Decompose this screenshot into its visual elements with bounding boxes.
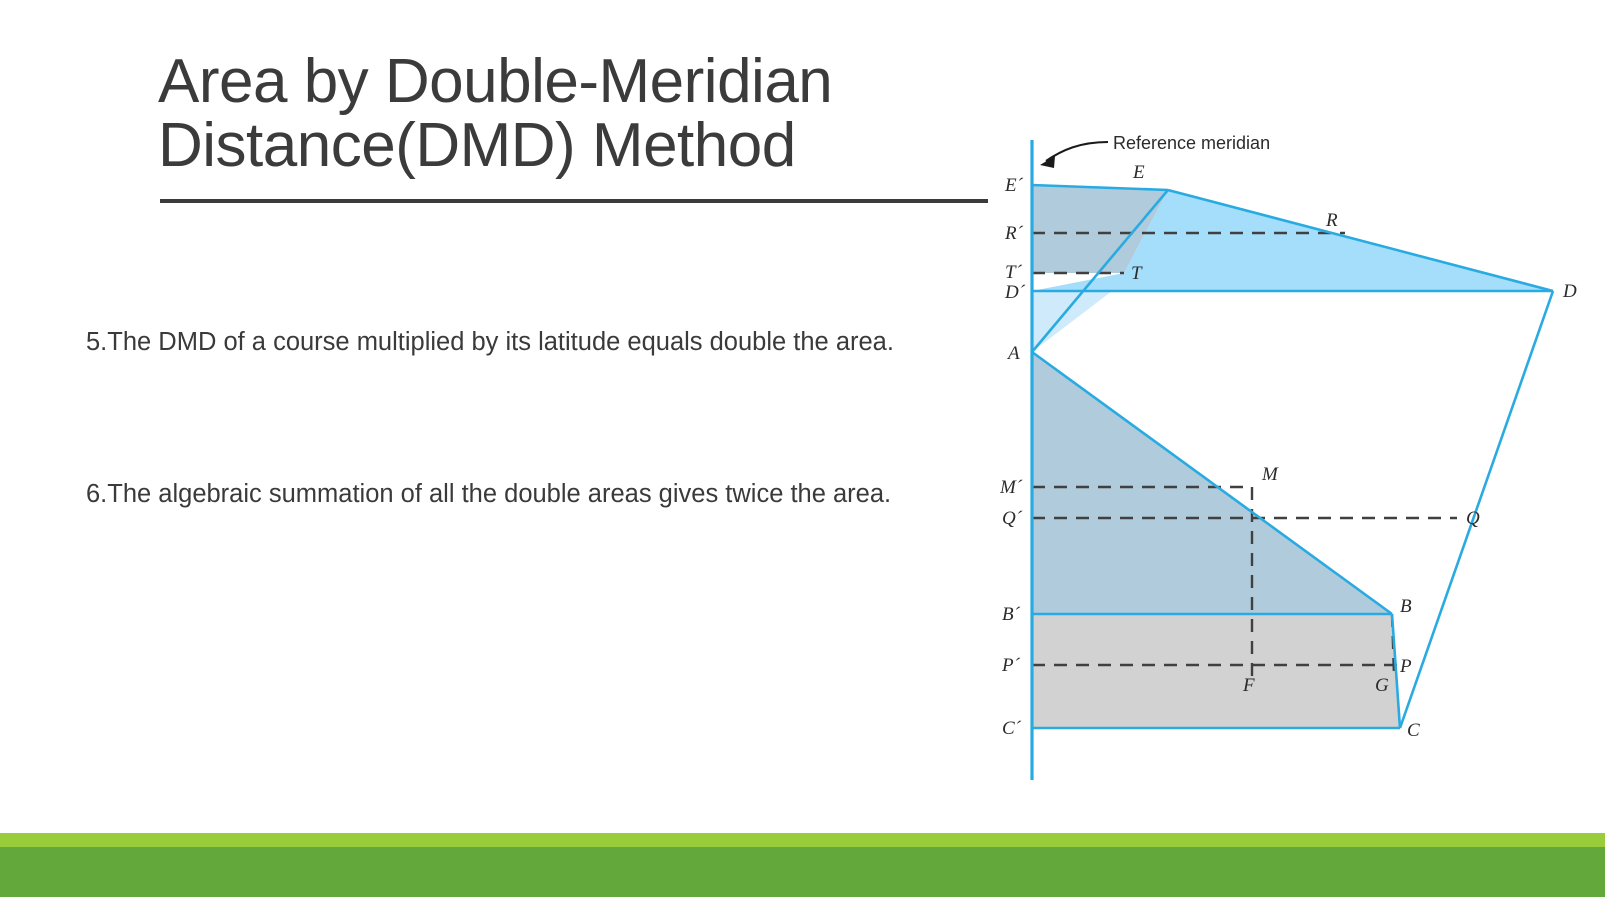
label-r: R — [1325, 210, 1338, 231]
footer-bar-light — [0, 833, 1605, 847]
label-t-prime: T´ — [1005, 262, 1023, 283]
label-d: D — [1562, 281, 1577, 302]
leader-arrowhead-icon — [1040, 156, 1055, 168]
dmd-diagram: Reference meridian E´ R´ T´ D´ M´ Q´ B´ … — [1000, 120, 1605, 800]
label-p: P — [1399, 656, 1412, 677]
label-m: M — [1261, 464, 1279, 485]
label-p-prime: P´ — [1001, 655, 1021, 676]
label-t: T — [1131, 263, 1143, 284]
line-eprime-e — [1031, 183, 1169, 192]
label-q-prime: Q´ — [1002, 508, 1023, 529]
title-block: Area by Double-Meridian Distance(DMD) Me… — [158, 50, 1008, 178]
label-d-prime: D´ — [1004, 282, 1026, 303]
footer-bar-dark — [0, 847, 1605, 897]
page-title: Area by Double-Meridian Distance(DMD) Me… — [158, 47, 833, 180]
body-paragraph-5: 5.The DMD of a course multiplied by its … — [86, 328, 894, 356]
label-a: A — [1006, 343, 1020, 364]
label-q: Q — [1466, 508, 1480, 529]
reference-meridian-label: Reference meridian — [1113, 133, 1270, 153]
label-r-prime: R´ — [1004, 223, 1024, 244]
line-b-c — [1390, 613, 1402, 729]
region-e-d-dprime-bright — [1032, 190, 1553, 291]
title-underline — [160, 199, 988, 203]
label-b-prime: B´ — [1002, 604, 1021, 625]
body-paragraph-6: 6.The algebraic summation of all the dou… — [86, 480, 892, 508]
leader-arrow-icon — [1045, 141, 1109, 162]
region-bprime-b-c-cprime-grey — [1032, 614, 1400, 728]
label-b: B — [1400, 596, 1412, 617]
line-a-b — [1031, 350, 1393, 616]
label-f: F — [1242, 675, 1255, 696]
label-m-prime: M´ — [1000, 477, 1023, 498]
label-c-prime: C´ — [1002, 718, 1022, 739]
line-d-c — [1398, 290, 1555, 729]
label-e: E — [1132, 162, 1145, 183]
line-e-a — [1031, 189, 1169, 353]
label-e-prime: E´ — [1004, 175, 1024, 196]
region-eprime-e-t-dprime-steel — [1032, 185, 1168, 273]
label-c: C — [1407, 720, 1420, 741]
label-g: G — [1375, 675, 1389, 696]
region-dprime-a-pale — [1032, 291, 1112, 352]
line-e-d — [1167, 188, 1554, 293]
